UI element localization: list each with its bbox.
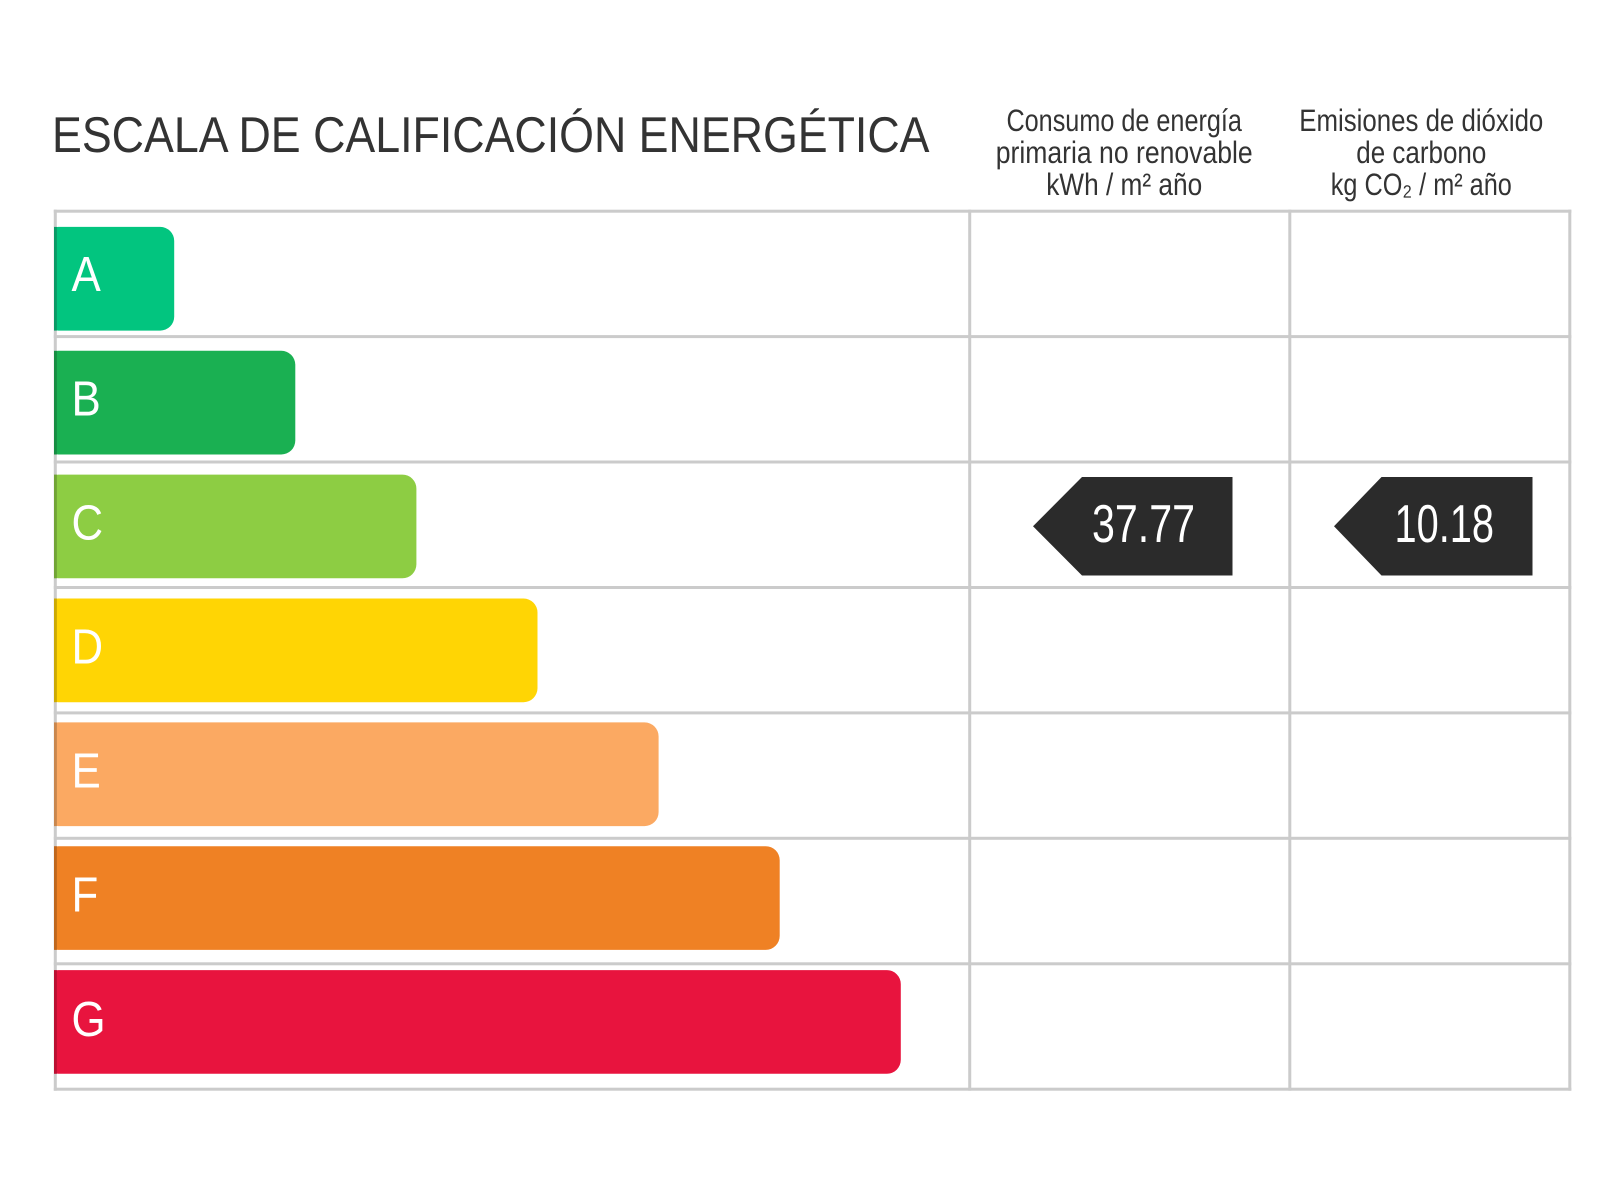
svg-text:B: B [72, 371, 101, 426]
svg-text:Emisiones de dióxido: Emisiones de dióxido [1299, 103, 1543, 138]
svg-text:37.77: 37.77 [1092, 495, 1195, 554]
svg-text:F: F [72, 868, 99, 923]
svg-text:kWh / m² año: kWh / m² año [1046, 167, 1202, 202]
svg-text:de carbono: de carbono [1356, 135, 1486, 170]
svg-text:primaria no renovable: primaria no renovable [996, 135, 1253, 170]
svg-text:C: C [72, 495, 104, 550]
svg-text:10.18: 10.18 [1395, 495, 1495, 554]
svg-text:kg CO₂ / m² año: kg CO₂ / m² año [1331, 167, 1512, 202]
svg-text:Consumo de energía: Consumo de energía [1006, 103, 1242, 138]
svg-text:G: G [72, 992, 106, 1047]
svg-text:E: E [72, 744, 101, 799]
svg-text:D: D [72, 620, 104, 675]
svg-text:ESCALA DE CALIFICACIÓN ENERGÉT: ESCALA DE CALIFICACIÓN ENERGÉTICA [52, 106, 930, 163]
svg-text:A: A [72, 247, 101, 302]
